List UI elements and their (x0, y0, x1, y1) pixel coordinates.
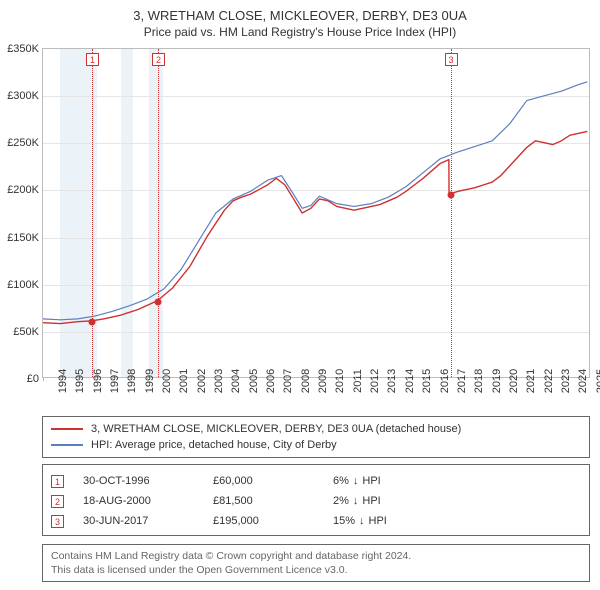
sale-marker-dot (89, 319, 96, 326)
legend-sale-box: 1 (51, 475, 64, 488)
legend-swatch (51, 444, 83, 446)
y-tick-label: £200K (7, 184, 39, 196)
sale-marker-line (92, 49, 93, 377)
legend-label: HPI: Average price, detached house, City… (91, 439, 337, 451)
sale-marker-box: 2 (152, 53, 165, 66)
y-tick-label: £0 (27, 373, 39, 385)
chart-lines-svg (43, 49, 589, 377)
legend-sale-price: £60,000 (213, 475, 323, 487)
legend-sale-pct: 15% ↓ HPI (333, 515, 473, 527)
legend-series: 3, WRETHAM CLOSE, MICKLEOVER, DERBY, DE3… (42, 416, 590, 458)
y-tick-label: £350K (7, 43, 39, 55)
sale-marker-dot (447, 192, 454, 199)
legend-sale-pct: 6% ↓ HPI (333, 475, 473, 487)
title-line-2: Price paid vs. HM Land Registry's House … (0, 23, 600, 45)
legend-label: 3, WRETHAM CLOSE, MICKLEOVER, DERBY, DE3… (91, 423, 461, 435)
legend-sale-pct: 2% ↓ HPI (333, 495, 473, 507)
legend-sale-date: 30-JUN-2017 (83, 515, 203, 527)
sale-marker-line (451, 49, 452, 377)
legend-series-row: HPI: Average price, detached house, City… (51, 437, 581, 453)
footer-line-2: This data is licensed under the Open Gov… (51, 563, 581, 577)
title-line-1: 3, WRETHAM CLOSE, MICKLEOVER, DERBY, DE3… (0, 0, 600, 23)
legend-sale-row: 1 30-OCT-1996 £60,000 6% ↓ HPI (51, 471, 581, 491)
sale-marker-box: 3 (445, 53, 458, 66)
arrow-down-icon: ↓ (359, 515, 365, 527)
legend-series-row: 3, WRETHAM CLOSE, MICKLEOVER, DERBY, DE3… (51, 421, 581, 437)
legend-sale-price: £195,000 (213, 515, 323, 527)
legend-sale-row: 2 18-AUG-2000 £81,500 2% ↓ HPI (51, 491, 581, 511)
y-tick-label: £250K (7, 137, 39, 149)
footer-attribution: Contains HM Land Registry data © Crown c… (42, 544, 590, 582)
y-tick-label: £50K (13, 326, 39, 338)
legend-sale-price: £81,500 (213, 495, 323, 507)
legend-sale-row: 3 30-JUN-2017 £195,000 15% ↓ HPI (51, 511, 581, 531)
legend-sale-box: 2 (51, 495, 64, 508)
y-tick-label: £100K (7, 279, 39, 291)
legend-sales: 1 30-OCT-1996 £60,000 6% ↓ HPI 2 18-AUG-2000 £… (42, 464, 590, 536)
footer-line-1: Contains HM Land Registry data © Crown c… (51, 549, 581, 563)
sale-marker-line (158, 49, 159, 377)
legend-sale-date: 30-OCT-1996 (83, 475, 203, 487)
y-tick-label: £150K (7, 232, 39, 244)
chart-plot-area: £0£50K£100K£150K£200K£250K£300K£350K1994… (42, 48, 590, 378)
sale-marker-box: 1 (86, 53, 99, 66)
y-tick-label: £300K (7, 90, 39, 102)
legend-sale-box: 3 (51, 515, 64, 528)
legend-swatch (51, 428, 83, 430)
legend-sale-date: 18-AUG-2000 (83, 495, 203, 507)
series-line-price_paid (43, 131, 587, 323)
x-tick-label: 2025 (581, 369, 600, 393)
series-line-hpi (43, 82, 587, 320)
arrow-down-icon: ↓ (353, 495, 359, 507)
arrow-down-icon: ↓ (353, 475, 359, 487)
plot-border: £0£50K£100K£150K£200K£250K£300K£350K1994… (42, 48, 590, 378)
sale-marker-dot (154, 299, 161, 306)
